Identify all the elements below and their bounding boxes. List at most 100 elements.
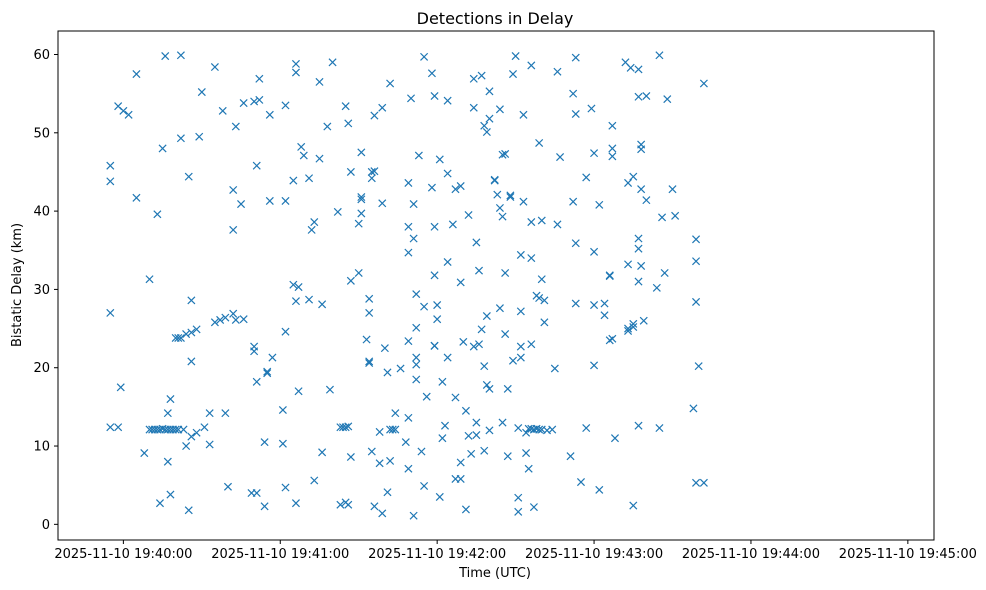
data-point [344,119,353,128]
data-point [516,342,525,351]
data-point [456,458,465,467]
data-point [469,74,478,83]
data-point [187,328,196,337]
data-point [427,183,436,192]
y-tick-label: 20 [33,361,50,376]
data-point [315,77,324,86]
data-point [250,97,259,106]
data-point [443,353,452,362]
data-point [480,362,489,371]
data-point [519,197,528,206]
data-point [357,209,366,218]
data-point [184,506,193,515]
data-point [305,295,314,304]
data-point [124,110,133,119]
data-point [229,309,238,318]
data-point [503,384,512,393]
data-point [378,103,387,112]
plot-area [57,30,935,541]
data-point [346,167,355,176]
data-point [307,225,316,234]
data-point [299,151,308,160]
data-point [318,300,327,309]
data-point [610,434,620,443]
data-point [145,275,154,284]
data-point [600,299,609,308]
data-point [472,431,481,440]
data-point [404,337,413,346]
data-point [305,174,314,183]
data-point [404,464,413,473]
data-point [527,61,536,70]
x-tick-label: 2025-11-10 19:40:00 [54,547,192,562]
data-point [161,52,170,61]
data-point [634,92,643,101]
data-point [255,95,264,104]
data-point [501,149,510,158]
data-point [467,449,476,458]
data-point [163,409,172,418]
data-point [106,161,115,170]
data-point [456,474,465,483]
data-point [660,268,669,277]
data-point [106,423,115,432]
data-point [140,449,149,458]
data-point [692,257,701,266]
data-point [451,185,460,194]
y-axis-label: Bistatic Delay (km) [10,223,25,347]
data-point [404,248,413,257]
data-point [179,425,188,434]
data-point [239,315,248,324]
data-point [239,99,248,108]
data-point [375,427,384,436]
data-point [310,218,319,227]
data-point [668,185,677,194]
data-point [582,173,591,182]
data-point [482,127,491,137]
x-tick-label: 2025-11-10 19:45:00 [839,547,977,562]
data-point [629,322,638,332]
data-point [420,52,429,61]
data-point [655,423,664,433]
data-point [522,449,531,458]
data-point [325,385,334,394]
data-point [692,297,701,306]
data-point [506,191,515,200]
data-point [655,51,664,60]
data-point [629,319,638,328]
data-point [595,200,604,209]
data-point [391,425,400,434]
x-tick-label: 2025-11-10 19:42:00 [368,547,506,562]
data-point [265,110,274,119]
data-point [210,62,219,72]
data-point [634,244,643,253]
data-point [367,174,376,183]
data-point [548,425,557,434]
data-point [658,213,667,222]
data-point [404,222,413,231]
data-point [265,196,274,205]
x-axis-label: Time (UTC) [458,566,531,581]
data-point [569,89,578,98]
data-point [472,238,481,247]
data-point [566,452,575,461]
data-point [231,122,240,131]
data-point [527,218,536,227]
data-point [485,87,494,96]
data-point [582,423,591,433]
data-point [412,375,421,384]
data-point [119,106,128,115]
data-point [291,68,300,77]
data-point [480,121,489,130]
data-point [571,109,580,119]
data-point [524,464,533,473]
data-point [153,210,162,219]
data-point [367,167,376,176]
chart-title: Detections in Delay [417,9,574,28]
data-point [456,182,465,191]
data-point [477,325,486,334]
data-point [480,446,489,455]
data-point [608,334,617,343]
data-point [420,302,429,311]
